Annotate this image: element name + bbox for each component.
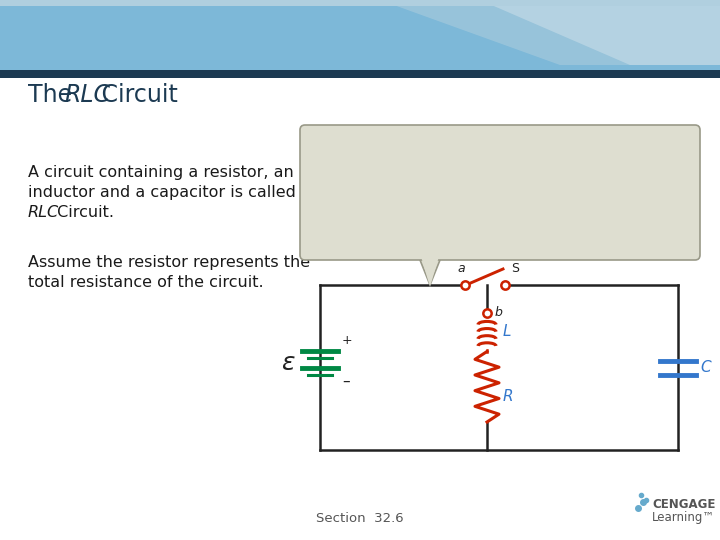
- Text: The switch is set first to position: The switch is set first to position: [317, 144, 555, 159]
- Text: The switch is then thrown to: The switch is then thrown to: [317, 196, 526, 211]
- Text: b: b: [495, 307, 503, 320]
- Text: +: +: [342, 334, 353, 348]
- Text: total resistance of the circuit.: total resistance of the circuit.: [28, 275, 264, 290]
- Bar: [0, 70, 720, 78]
- Text: Circuit.: Circuit.: [52, 205, 114, 220]
- Text: S: S: [511, 262, 519, 275]
- Text: R: R: [503, 389, 513, 404]
- Polygon shape: [418, 255, 442, 285]
- Text: b.: b.: [369, 222, 383, 237]
- Text: RLC: RLC: [28, 205, 59, 220]
- Text: C: C: [700, 360, 711, 375]
- Text: RLC: RLC: [64, 83, 110, 107]
- Text: a,: a,: [317, 170, 330, 185]
- Bar: [0, 0, 720, 70]
- Text: Learning™: Learning™: [652, 511, 715, 524]
- Text: $\varepsilon$: $\varepsilon$: [281, 350, 295, 375]
- Text: The: The: [28, 83, 80, 107]
- Text: inductor and a capacitor is called an: inductor and a capacitor is called an: [28, 185, 321, 200]
- Text: Section  32.6: Section 32.6: [316, 511, 404, 524]
- Text: position: position: [317, 222, 379, 237]
- Text: –: –: [342, 374, 350, 388]
- Text: and the capacitor is charged.: and the capacitor is charged.: [331, 170, 550, 185]
- Polygon shape: [420, 253, 440, 287]
- Text: L: L: [503, 324, 511, 339]
- Polygon shape: [480, 0, 720, 65]
- Text: Circuit: Circuit: [94, 83, 178, 107]
- Bar: [0, 0, 720, 6]
- FancyBboxPatch shape: [300, 125, 700, 260]
- Text: a: a: [457, 262, 465, 275]
- Polygon shape: [380, 0, 720, 65]
- Text: Assume the resistor represents the: Assume the resistor represents the: [28, 255, 310, 270]
- Text: A circuit containing a resistor, an: A circuit containing a resistor, an: [28, 165, 294, 180]
- Text: CENGAGE: CENGAGE: [652, 498, 716, 511]
